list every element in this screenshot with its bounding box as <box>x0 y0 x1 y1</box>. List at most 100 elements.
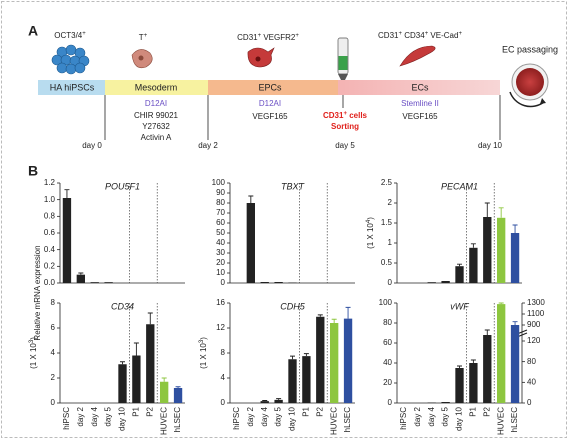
y-tick-label: 0 <box>51 398 56 407</box>
bar <box>330 323 339 403</box>
bar <box>132 355 141 403</box>
x-tick-label: P1 <box>468 406 477 416</box>
error-bar <box>175 386 181 388</box>
superscript: 3 <box>29 339 35 343</box>
x-tick-label: day 5 <box>274 406 283 426</box>
y-tick-label: 1.0 <box>44 195 56 204</box>
bar <box>441 281 450 283</box>
y-tick-label: 40 <box>216 238 225 247</box>
y2-tick-label: 80 <box>527 357 536 366</box>
day-label: day 2 <box>198 141 218 150</box>
superscript: + <box>258 33 262 39</box>
bar <box>90 282 99 283</box>
y-tick-label: 100 <box>212 178 226 187</box>
label: T+ <box>139 33 148 43</box>
text-part: (1 X 10 <box>29 343 38 369</box>
error-bar <box>498 207 504 218</box>
y2-tick-label: 120 <box>527 336 541 345</box>
bar <box>260 282 269 283</box>
text-part: OCT3/4 <box>54 31 83 40</box>
bar <box>160 381 169 403</box>
x-tick-label: HUVEC <box>329 407 338 435</box>
y-tick-label: 80 <box>216 198 225 207</box>
x-tick-label: day 4 <box>260 406 269 426</box>
label: CD31+ cells <box>323 111 368 121</box>
error-bar <box>276 398 282 400</box>
y-tick-label: 0 <box>221 398 226 407</box>
error-bar <box>345 306 351 319</box>
bar <box>469 247 478 283</box>
y-tick-label: 4 <box>221 373 226 382</box>
y-tick-label: 0 <box>388 278 393 287</box>
bar <box>246 203 255 283</box>
error-bar <box>262 400 268 402</box>
y2-tick-label: 1300 <box>527 298 545 307</box>
text-part: CD31 <box>378 31 399 40</box>
x-tick-label: day 10 <box>288 406 297 431</box>
day-label: day 5 <box>335 141 355 150</box>
superscript: + <box>82 31 86 37</box>
y-tick-label: 90 <box>216 188 225 197</box>
y-tick-label: 12 <box>216 323 225 332</box>
bar <box>441 402 450 403</box>
superscript: 4 <box>366 219 372 223</box>
error-bar <box>133 342 139 356</box>
bar <box>288 359 297 403</box>
text-part: T <box>139 33 144 42</box>
chart-title: CD34 <box>111 301 134 311</box>
bar <box>427 282 436 283</box>
bar <box>455 368 464 403</box>
y-tick-label: 40 <box>383 358 392 367</box>
text-part: ) <box>366 217 375 220</box>
error-bar <box>331 318 337 323</box>
y-tick-label: 0.5 <box>381 258 393 267</box>
superscript: + <box>398 31 402 37</box>
bar <box>118 364 127 403</box>
x-tick-label: hLSEC <box>343 407 352 433</box>
y-tick-label: 0 <box>221 278 226 287</box>
bar <box>288 282 297 283</box>
step-label: EC passaging <box>502 44 558 54</box>
y-tick-label: 1 <box>388 238 393 247</box>
error-bar <box>303 353 309 357</box>
x-tick-label: P2 <box>145 406 154 416</box>
y-tick-label: 50 <box>216 228 225 237</box>
y-tick-label: 100 <box>379 298 393 307</box>
x-tick-label: day 10 <box>455 406 464 431</box>
bar <box>469 363 478 403</box>
bar <box>483 335 492 403</box>
label: (1 X 103) <box>199 337 209 369</box>
bar <box>483 217 492 283</box>
superscript: + <box>295 33 299 39</box>
bar <box>274 282 283 283</box>
y-tick-label: 0.0 <box>44 278 56 287</box>
superscript: + <box>343 111 347 117</box>
x-tick-label: P2 <box>315 406 324 416</box>
medium: D12AI <box>259 99 281 108</box>
bar <box>62 198 72 283</box>
error-bar <box>484 202 490 217</box>
bar <box>146 324 155 403</box>
bar <box>260 401 269 403</box>
y-tick-label: 2 <box>388 198 393 207</box>
error-bar <box>498 302 504 305</box>
x-tick-label: HUVEC <box>159 407 168 435</box>
bar <box>427 402 436 403</box>
medium: Y27632 <box>142 122 170 131</box>
y-tick-label: 16 <box>216 298 225 307</box>
chart-title: POU5F1 <box>105 181 140 191</box>
y-tick-label: 2.5 <box>381 178 393 187</box>
stage-label: Mesoderm <box>135 82 178 92</box>
y2-tick-label: 900 <box>527 320 541 329</box>
y2-tick-label: 0 <box>527 398 532 407</box>
x-tick-label: P1 <box>131 406 140 416</box>
chart-title: TBXT <box>281 181 306 191</box>
superscript: + <box>144 33 148 39</box>
bar <box>302 356 311 403</box>
bar <box>274 399 283 403</box>
bar <box>497 217 506 283</box>
x-tick-label: day 2 <box>76 406 85 426</box>
bar <box>455 266 464 283</box>
error-bar <box>120 361 125 365</box>
